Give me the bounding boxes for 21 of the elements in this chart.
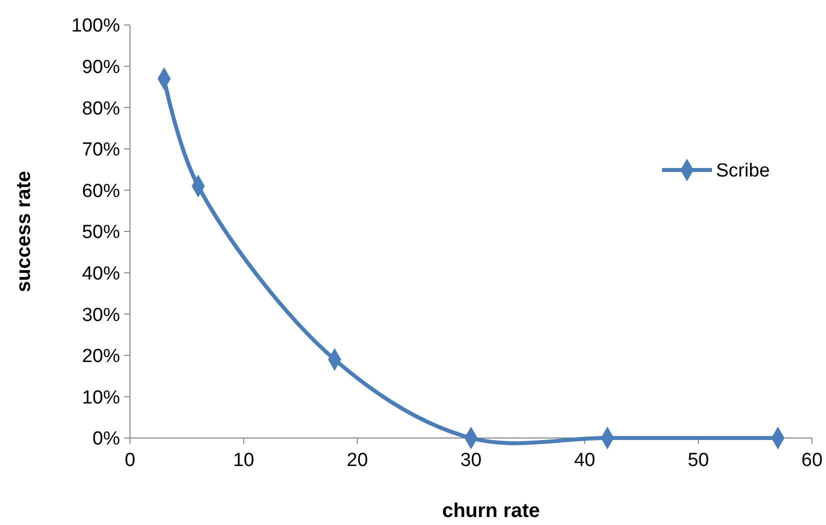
y-tick-label: 90% [82,56,120,78]
y-tick-label: 60% [82,180,120,202]
x-tick-label: 0 [124,450,136,471]
y-tick-label: 10% [82,387,120,408]
y-tick-label: 50% [82,222,120,244]
x-tick-label: 60 [801,450,823,471]
x-tick-label: 30 [460,450,482,471]
legend-label: Scribe [716,160,770,182]
y-tick-label: 100% [71,16,120,37]
x-tick-label: 40 [574,450,596,471]
y-tick-label: 70% [82,140,120,161]
x-tick-label: 10 [233,450,254,471]
x-axis-title: churn rate [442,500,540,522]
y-tick-label: 0% [92,428,120,450]
x-tick-label: 50 [688,450,709,471]
x-tick-label: 20 [346,450,368,471]
y-tick-label: 40% [82,263,120,284]
y-tick-label: 20% [82,346,120,368]
y-axis-title: success rate [13,170,35,292]
y-tick-label: 80% [82,98,120,120]
y-tick-label: 30% [82,304,120,326]
